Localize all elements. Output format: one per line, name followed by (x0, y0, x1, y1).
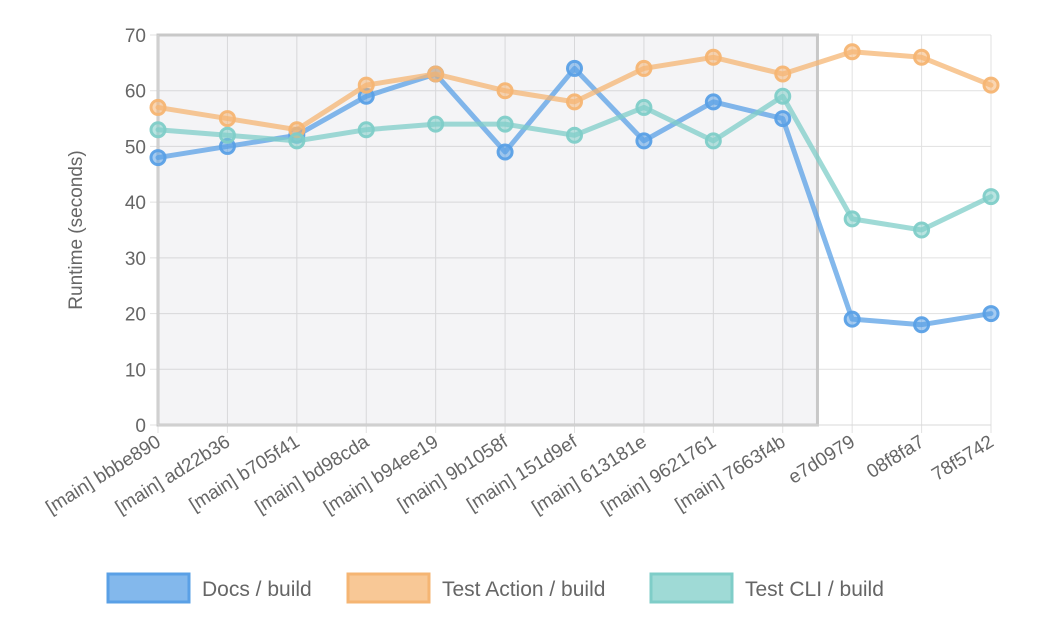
data-point[interactable] (982, 188, 1000, 206)
data-point[interactable] (496, 143, 514, 161)
main-branch-region (156, 33, 819, 427)
data-point[interactable] (774, 65, 792, 83)
y-tick-label: 40 (125, 193, 146, 214)
x-tick-label: [main] b94ee19 (320, 431, 442, 518)
data-point[interactable] (982, 305, 1000, 323)
data-point[interactable] (357, 121, 375, 139)
data-point[interactable] (218, 126, 236, 144)
data-point[interactable] (635, 132, 653, 150)
data-point[interactable] (288, 132, 306, 150)
y-tick-label: 30 (125, 249, 146, 270)
data-point[interactable] (427, 65, 445, 83)
y-tick-label: 0 (135, 416, 146, 437)
data-point[interactable] (913, 316, 931, 334)
data-point[interactable] (982, 76, 1000, 94)
data-point[interactable] (149, 149, 167, 167)
data-point[interactable] (913, 221, 931, 239)
data-point[interactable] (496, 82, 514, 100)
data-point[interactable] (704, 132, 722, 150)
data-point[interactable] (566, 59, 583, 77)
y-tick-label: 10 (125, 360, 146, 381)
data-point[interactable] (566, 126, 583, 144)
series-1 (149, 43, 1000, 139)
data-point[interactable] (357, 76, 375, 94)
data-point[interactable] (149, 121, 167, 139)
y-tick-label: 60 (125, 82, 146, 103)
data-point[interactable] (774, 87, 792, 105)
legend-label: Test CLI / build (745, 578, 884, 601)
x-tick-label: 08f8fa7 (863, 431, 928, 482)
data-point[interactable] (843, 210, 861, 228)
data-point[interactable] (427, 115, 445, 133)
x-tick-label: e7d0979 (785, 431, 859, 488)
y-tick-label: 20 (125, 305, 146, 326)
x-tick-label: [main] bbbe890 (42, 431, 164, 518)
highlight-region (156, 33, 819, 427)
x-tick-label: 78f5742 (928, 431, 997, 485)
data-point[interactable] (704, 48, 722, 66)
data-point[interactable] (218, 110, 236, 128)
legend-item[interactable]: Test CLI / build (649, 572, 884, 604)
legend-swatch (346, 572, 431, 604)
y-tick-label: 50 (125, 137, 146, 158)
x-tick-label: [main] bd98cda (252, 431, 374, 518)
data-point[interactable] (496, 115, 514, 133)
legend-label: Docs / build (202, 578, 312, 601)
data-point[interactable] (913, 48, 931, 66)
data-point[interactable] (149, 98, 167, 116)
data-point[interactable] (774, 110, 792, 128)
legend-label: Test Action / build (442, 578, 605, 601)
legend: Docs / build Test Action / build Test CLI … (106, 572, 884, 604)
series-2 (149, 87, 1000, 239)
data-point[interactable] (843, 310, 861, 328)
data-point[interactable] (635, 59, 653, 77)
x-tick-label: [main] ad22b36 (112, 431, 234, 518)
data-point[interactable] (704, 93, 722, 111)
data-point[interactable] (635, 98, 653, 116)
x-tick-label: [main] 9621761 (598, 431, 720, 518)
data-point[interactable] (566, 93, 583, 111)
y-axis-title: Runtime (seconds) (66, 150, 87, 309)
legend-item[interactable]: Test Action / build (346, 572, 605, 604)
x-tick-label: [main] 613181e (528, 431, 650, 518)
legend-item[interactable]: Docs / build (106, 572, 312, 604)
legend-swatch (649, 572, 734, 604)
y-tick-label: 70 (125, 26, 146, 47)
data-point[interactable] (843, 43, 861, 61)
legend-swatch (106, 572, 191, 604)
series (149, 43, 1000, 334)
